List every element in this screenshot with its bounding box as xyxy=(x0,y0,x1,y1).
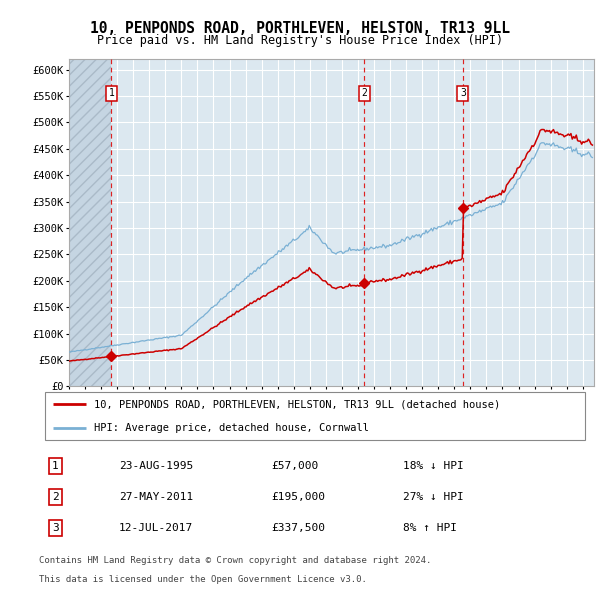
Text: 3: 3 xyxy=(460,88,466,99)
Text: HPI: Average price, detached house, Cornwall: HPI: Average price, detached house, Corn… xyxy=(94,423,369,433)
Text: 2: 2 xyxy=(52,492,59,502)
Text: 8% ↑ HPI: 8% ↑ HPI xyxy=(403,523,457,533)
Text: 27% ↓ HPI: 27% ↓ HPI xyxy=(403,492,464,502)
Text: 10, PENPONDS ROAD, PORTHLEVEN, HELSTON, TR13 9LL (detached house): 10, PENPONDS ROAD, PORTHLEVEN, HELSTON, … xyxy=(94,399,500,409)
FancyBboxPatch shape xyxy=(44,392,586,440)
Text: £57,000: £57,000 xyxy=(271,461,318,471)
Text: 18% ↓ HPI: 18% ↓ HPI xyxy=(403,461,464,471)
Text: 10, PENPONDS ROAD, PORTHLEVEN, HELSTON, TR13 9LL: 10, PENPONDS ROAD, PORTHLEVEN, HELSTON, … xyxy=(90,21,510,35)
Text: Contains HM Land Registry data © Crown copyright and database right 2024.: Contains HM Land Registry data © Crown c… xyxy=(39,556,431,565)
Text: 1: 1 xyxy=(109,88,115,99)
Text: £195,000: £195,000 xyxy=(271,492,325,502)
Text: 12-JUL-2017: 12-JUL-2017 xyxy=(119,523,193,533)
Text: 23-AUG-1995: 23-AUG-1995 xyxy=(119,461,193,471)
Text: This data is licensed under the Open Government Licence v3.0.: This data is licensed under the Open Gov… xyxy=(39,575,367,585)
Text: 3: 3 xyxy=(52,523,59,533)
Text: 2: 2 xyxy=(362,88,367,99)
Text: £337,500: £337,500 xyxy=(271,523,325,533)
Text: 27-MAY-2011: 27-MAY-2011 xyxy=(119,492,193,502)
Text: 1: 1 xyxy=(52,461,59,471)
Text: Price paid vs. HM Land Registry's House Price Index (HPI): Price paid vs. HM Land Registry's House … xyxy=(97,34,503,47)
